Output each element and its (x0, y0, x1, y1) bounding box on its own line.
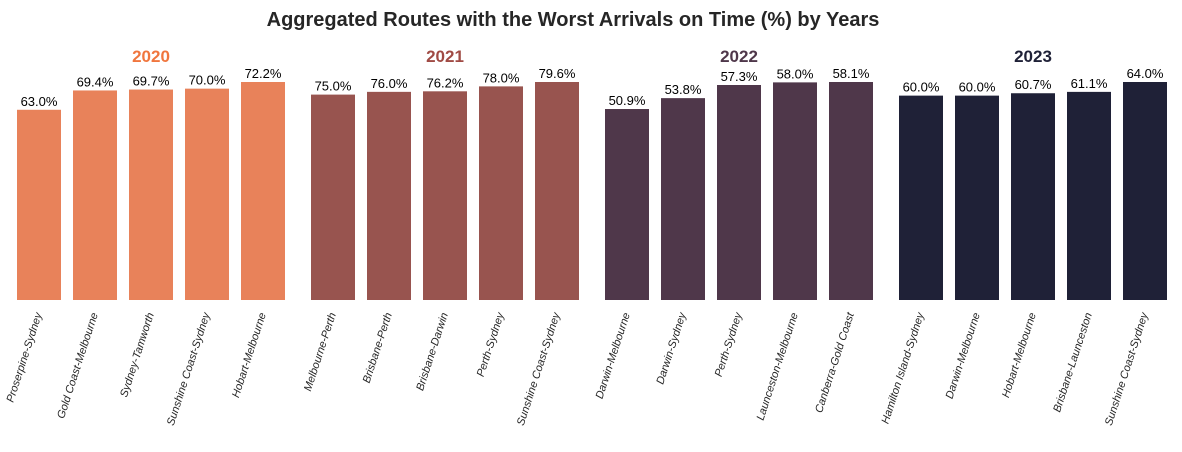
x-tick-label: Sunshine Coast-Sydney (1103, 310, 1151, 427)
data-label: 79.6% (539, 66, 576, 81)
x-tick-label: Gold Coast-Melbourne (55, 311, 101, 420)
x-tick-label: Sunshine Coast-Sydney (515, 310, 563, 427)
bar-groups: 2020 63.0% Proserpine-Sydney 69.4% Gold Coas… (5, 47, 1167, 427)
bar (73, 90, 117, 301)
bar (899, 95, 943, 300)
bar (1011, 93, 1055, 300)
bar (479, 86, 523, 300)
group-title: 2022 (720, 47, 758, 66)
data-label: 60.0% (959, 80, 996, 95)
x-tick-label: Hobart-Melbourne (1000, 311, 1039, 399)
data-label: 57.3% (721, 69, 758, 84)
bar (423, 91, 467, 300)
data-label: 60.0% (903, 80, 940, 95)
data-label: 69.7% (133, 74, 170, 89)
x-tick-label: Darwin-Melbourne (594, 311, 633, 400)
bar (17, 109, 61, 300)
group-title: 2021 (426, 47, 464, 66)
data-label: 63.0% (21, 94, 58, 109)
x-tick-label: Melbourne-Perth (302, 311, 339, 393)
data-label: 72.2% (245, 66, 282, 81)
x-tick-label: Perth-Sydney (475, 310, 507, 379)
x-tick-label: Darwin-Melbourne (944, 311, 983, 400)
bar (1123, 82, 1167, 300)
group-title: 2020 (132, 47, 170, 66)
data-label: 69.4% (77, 74, 114, 89)
bar-group-2020: 2020 63.0% Proserpine-Sydney 69.4% Gold Coas… (5, 47, 285, 427)
bar (717, 85, 761, 300)
bar (129, 89, 173, 300)
bar (829, 82, 873, 300)
data-label: 64.0% (1127, 66, 1164, 81)
data-label: 76.2% (427, 75, 464, 90)
bar (1067, 91, 1111, 300)
x-tick-label: Sydney-Tamworth (118, 311, 157, 399)
bar (241, 82, 285, 300)
x-tick-label: Launceston-Melbourne (755, 311, 801, 422)
x-tick-label: Darwin-Sydney (654, 310, 689, 386)
data-label: 60.7% (1015, 77, 1052, 92)
data-label: 50.9% (609, 93, 646, 108)
bar (661, 98, 705, 301)
bar (311, 94, 355, 300)
bar (773, 82, 817, 300)
bar-group-2022: 2022 50.9% Darwin-Melbourne 53.8% Darwin-Syd… (594, 47, 873, 422)
bar (185, 88, 229, 300)
data-label: 78.0% (483, 70, 520, 85)
data-label: 53.8% (665, 82, 702, 97)
x-tick-label: Hamilton Island-Sydney (880, 310, 928, 426)
bar (605, 109, 649, 300)
x-tick-label: Sunshine Coast-Sydney (165, 310, 213, 427)
x-tick-label: Hobart-Melbourne (230, 311, 269, 399)
data-label: 61.1% (1071, 76, 1108, 91)
bar (955, 95, 999, 300)
chart-title: Aggregated Routes with the Worst Arrival… (267, 9, 880, 31)
bar-group-2023: 2023 60.0% Hamilton Island-Sydney 60.0% Darw… (880, 47, 1167, 427)
bar (367, 91, 411, 300)
data-label: 76.0% (371, 76, 408, 91)
x-tick-label: Brisbane-Darwin (414, 311, 451, 392)
x-tick-label: Brisbane-Perth (361, 311, 395, 384)
bar-group-2021: 2021 75.0% Melbourne-Perth 76.0% Brisbane-Pe… (302, 47, 579, 427)
x-tick-label: Canberra-Gold Coast (813, 310, 857, 414)
x-tick-label: Perth-Sydney (713, 310, 745, 379)
data-label: 58.1% (833, 66, 870, 81)
x-tick-label: Proserpine-Sydney (5, 310, 46, 404)
x-tick-label: Brisbane-Launceston (1051, 311, 1095, 414)
data-label: 58.0% (777, 66, 814, 81)
bar (535, 82, 579, 300)
data-label: 70.0% (189, 73, 226, 88)
group-title: 2023 (1014, 47, 1052, 66)
data-label: 75.0% (315, 79, 352, 94)
